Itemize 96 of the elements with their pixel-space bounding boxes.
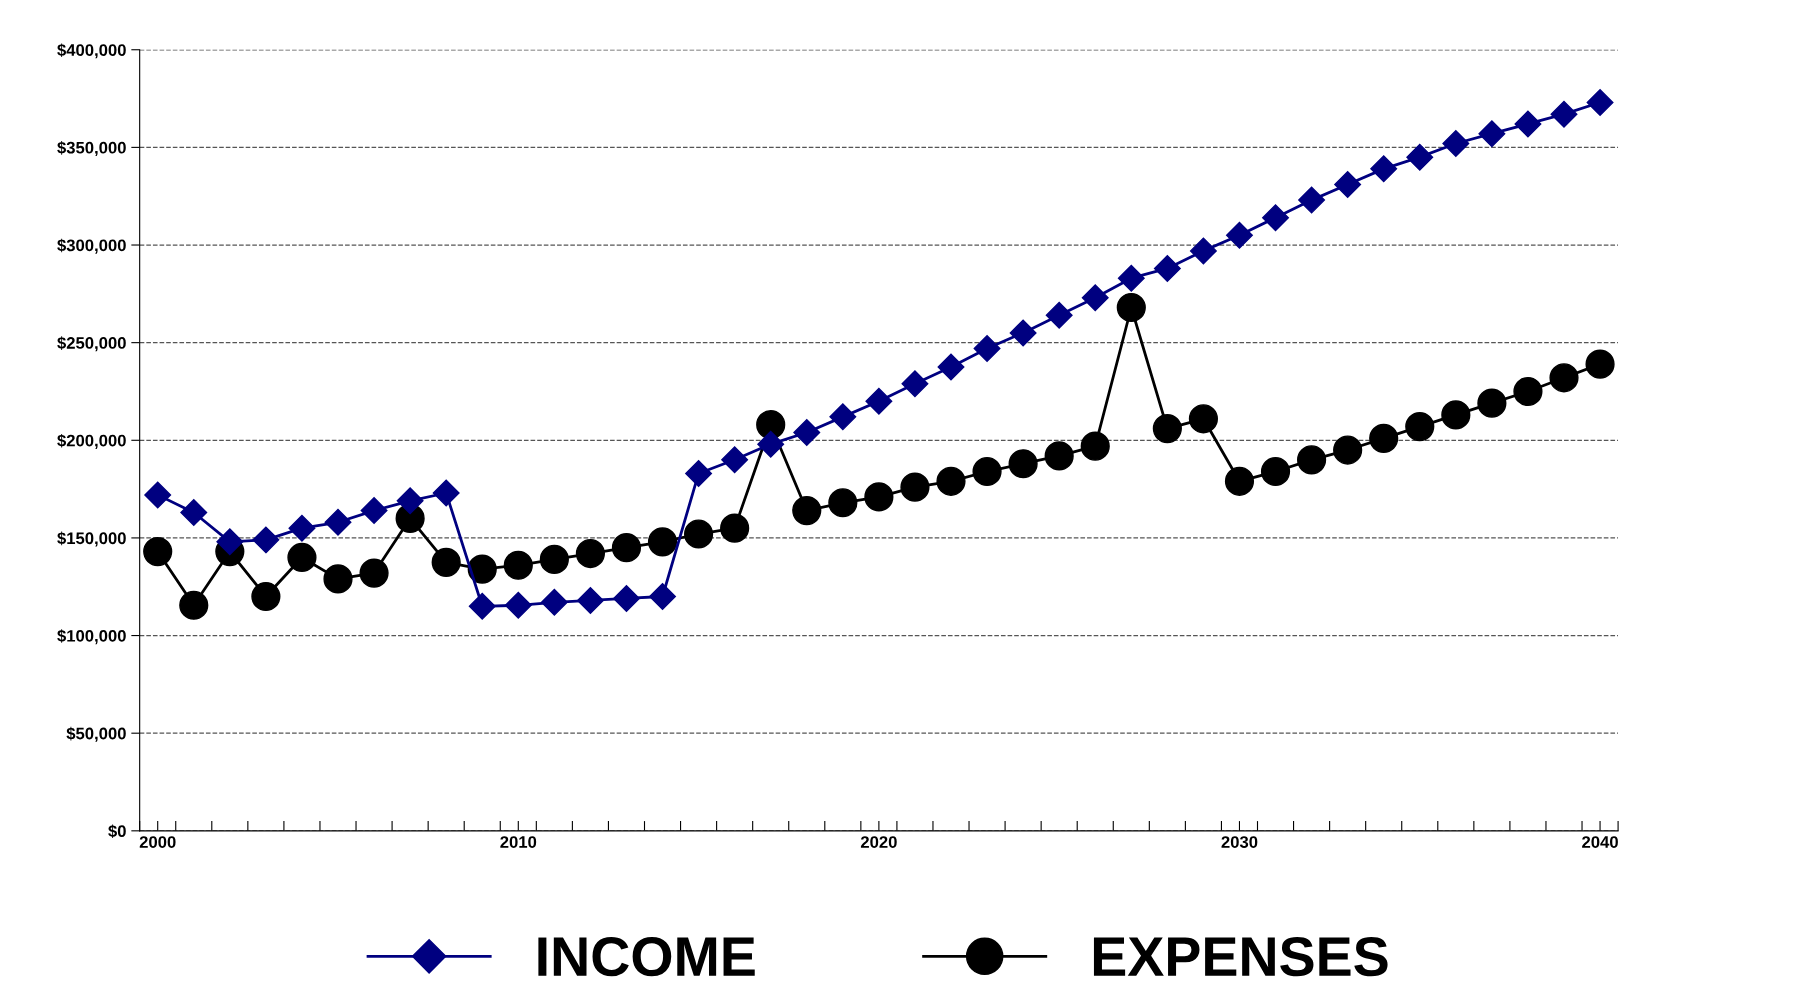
point xyxy=(1224,466,1255,496)
x-tick-label: 2000 xyxy=(139,836,176,848)
y-tick-label: $0 xyxy=(108,824,126,839)
point xyxy=(1153,254,1181,282)
point xyxy=(575,538,605,569)
point xyxy=(647,527,678,557)
point xyxy=(180,499,208,526)
point xyxy=(793,419,821,446)
point xyxy=(864,482,894,512)
x-tick-label: 2040 xyxy=(1582,836,1618,848)
point xyxy=(1044,441,1074,471)
point xyxy=(1549,363,1579,393)
point xyxy=(828,488,858,518)
y-tick-label: $150,000 xyxy=(57,531,126,547)
point xyxy=(756,410,786,440)
point xyxy=(1477,388,1507,418)
point xyxy=(1009,319,1037,347)
point xyxy=(396,487,424,515)
point xyxy=(684,519,714,549)
point xyxy=(649,583,676,610)
point xyxy=(432,479,460,507)
y-tick-label: $350,000 xyxy=(57,141,126,156)
point xyxy=(1262,204,1289,232)
y-tick-label: $250,000 xyxy=(57,336,126,352)
point xyxy=(901,370,929,398)
point xyxy=(216,528,244,556)
point xyxy=(468,592,496,620)
point xyxy=(1550,100,1578,128)
point xyxy=(829,403,857,431)
y-tick-label: $200,000 xyxy=(57,433,126,449)
point xyxy=(937,353,965,381)
point xyxy=(1081,284,1109,312)
point xyxy=(721,446,749,474)
point xyxy=(252,526,280,554)
legend-label: EXPENSES xyxy=(1093,936,1388,977)
point xyxy=(1334,171,1362,198)
point xyxy=(324,508,352,536)
point xyxy=(936,466,966,496)
point xyxy=(1080,431,1110,461)
point xyxy=(1152,413,1182,444)
point xyxy=(1478,120,1506,148)
point xyxy=(1298,186,1326,214)
point xyxy=(1008,449,1038,479)
point xyxy=(972,456,1002,487)
y-tick-label: $300,000 xyxy=(57,238,126,254)
point xyxy=(576,586,604,614)
point xyxy=(1370,155,1398,183)
point xyxy=(323,564,353,594)
point xyxy=(288,514,316,542)
point xyxy=(1441,400,1471,430)
point xyxy=(1116,292,1146,323)
point xyxy=(1297,445,1327,475)
x-tick-label: 2030 xyxy=(1221,836,1258,848)
point xyxy=(539,544,569,574)
point xyxy=(757,430,785,458)
point xyxy=(1189,237,1217,265)
point xyxy=(1369,423,1399,453)
point xyxy=(1585,349,1615,379)
point xyxy=(144,481,172,509)
point xyxy=(1442,130,1470,157)
point xyxy=(359,558,389,588)
point xyxy=(1406,143,1434,171)
point xyxy=(1045,301,1073,329)
point xyxy=(1513,376,1543,407)
point xyxy=(467,554,497,584)
point xyxy=(1514,110,1542,138)
point xyxy=(613,584,640,612)
point xyxy=(251,581,281,612)
point xyxy=(540,588,568,616)
x-tick-label: 2010 xyxy=(500,836,537,848)
point xyxy=(1117,264,1145,292)
point xyxy=(685,460,713,487)
point xyxy=(503,550,533,580)
point xyxy=(973,335,1001,362)
point xyxy=(1405,412,1435,442)
point xyxy=(179,590,209,620)
point xyxy=(1586,89,1614,116)
point xyxy=(720,513,750,543)
point xyxy=(1226,221,1253,249)
point xyxy=(360,497,388,525)
point xyxy=(1188,404,1218,434)
point xyxy=(865,387,893,415)
y-tick-label: $400,000 xyxy=(57,43,126,59)
point xyxy=(431,547,461,577)
point xyxy=(1333,435,1363,465)
y-tick-label: $50,000 xyxy=(66,726,126,742)
point xyxy=(1260,456,1291,487)
legend-label: INCOME xyxy=(538,936,755,977)
x-tick-label: 2020 xyxy=(860,836,897,848)
point xyxy=(504,591,532,619)
y-tick-label: $100,000 xyxy=(57,629,126,645)
point xyxy=(900,472,930,502)
point xyxy=(792,496,822,526)
point xyxy=(287,542,317,573)
point xyxy=(611,533,642,563)
point xyxy=(143,537,173,567)
